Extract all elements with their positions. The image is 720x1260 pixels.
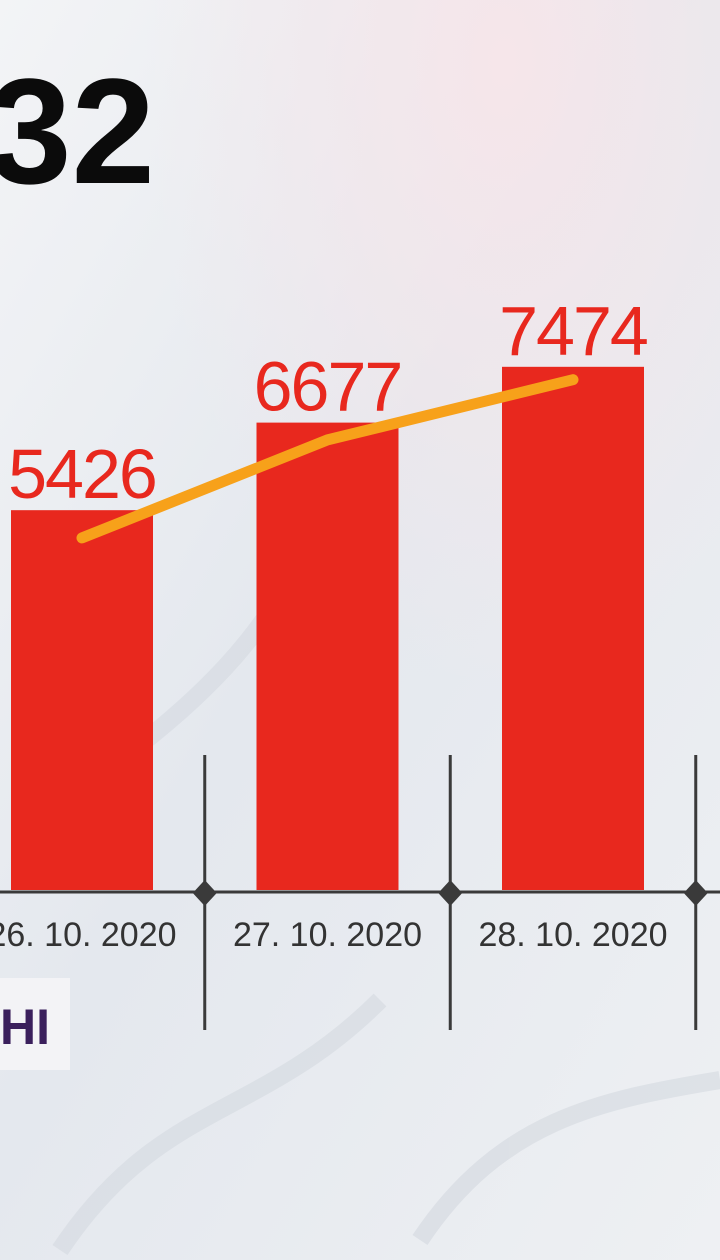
caption: НІ [0,999,50,1055]
value-label: 5426 [8,435,156,513]
trend-line [76,374,579,544]
x-tick-label: 27. 10. 2020 [233,916,422,954]
divider-diamond [438,880,463,906]
value-label: 6677 [254,348,402,426]
headline: 332 [0,47,155,215]
caption-box [0,978,70,1070]
divider-diamond [683,880,708,906]
divider-diamond [192,880,217,906]
x-tick-label: 28. 10. 2020 [478,916,667,954]
bar [256,422,399,890]
bar [502,366,644,890]
x-tick-label: 26. 10. 2020 [0,916,177,954]
bar [11,510,153,890]
value-label: 7474 [499,292,647,370]
